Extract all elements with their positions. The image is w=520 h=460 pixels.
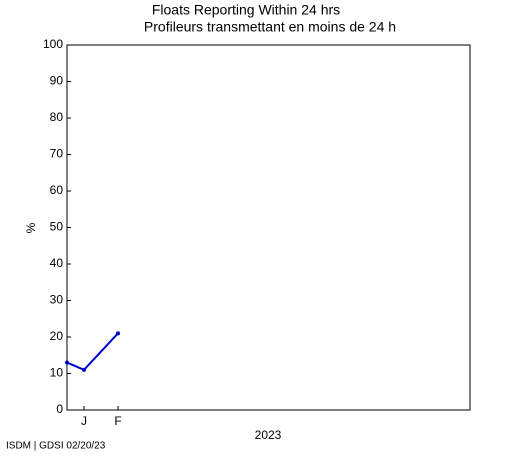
- y-tick-label: 0: [56, 402, 63, 416]
- y-tick-label: 80: [50, 110, 64, 124]
- chart-title: Floats Reporting Within 24 hrs: [152, 2, 340, 18]
- y-tick-label: 30: [50, 293, 64, 307]
- y-tick-label: 50: [50, 220, 64, 234]
- y-tick-label: 40: [50, 256, 64, 270]
- data-line: [66, 332, 119, 372]
- x-tick-label: J: [81, 414, 87, 428]
- data-point: [82, 367, 87, 372]
- y-tick-label: 100: [43, 37, 63, 51]
- chart-subtitle: Profileurs transmettant en moins de 24 h: [144, 19, 396, 35]
- x-axis-label: 2023: [255, 428, 282, 442]
- x-tick-label: F: [114, 414, 121, 428]
- data-point: [65, 360, 69, 365]
- footer: ISDM | GDSI 02/20/23: [6, 441, 106, 452]
- y-tick-label: 10: [50, 366, 64, 380]
- y-tick-label: 20: [50, 329, 64, 343]
- data-point: [116, 331, 121, 336]
- plot-frame: [66, 44, 471, 411]
- y-axis-label: %: [24, 222, 38, 233]
- y-tick-label: 70: [50, 147, 64, 161]
- y-tick-label: 90: [50, 74, 64, 88]
- y-tick-label: 60: [50, 183, 64, 197]
